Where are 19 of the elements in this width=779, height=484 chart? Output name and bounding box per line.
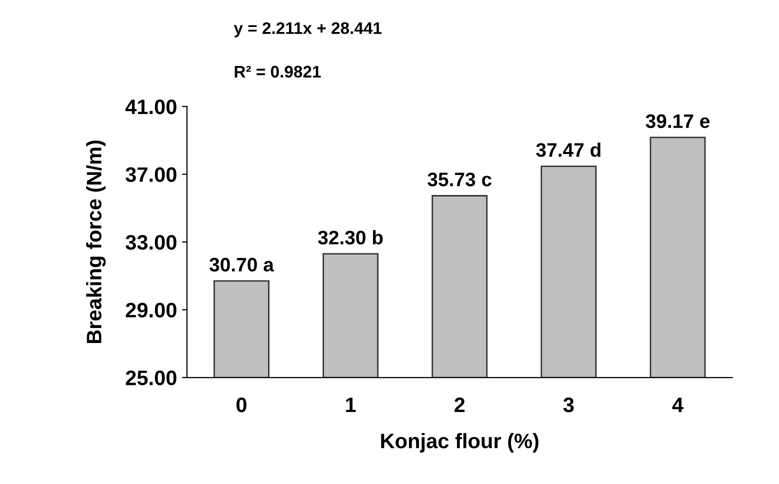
data-label: 35.73 c xyxy=(428,172,492,186)
text: y = 2.211x + 28.441 xyxy=(234,22,382,38)
text: R² = 0.9821 xyxy=(234,66,321,78)
y-tick-label: 29.00 xyxy=(126,302,176,318)
x-axis-title: Konjac flour (%) xyxy=(381,433,538,452)
x-tick-label: 4 xyxy=(672,398,684,412)
data-label: 32.30 b xyxy=(318,230,383,244)
y-axis-title: Breaking force (N/m) xyxy=(86,140,106,344)
data-label: 39.17 e xyxy=(646,114,710,128)
x-tick-label: 3 xyxy=(563,398,574,412)
y-tick-label: 37.00 xyxy=(126,167,176,182)
data-label: 37.47 d xyxy=(536,142,600,157)
y-tick-label: 33.00 xyxy=(126,235,176,250)
y-tick-label: 41.00 xyxy=(125,99,176,114)
data-label: 30.70 a xyxy=(210,258,274,272)
x-tick-label: 0 xyxy=(236,398,246,412)
x-tick-label: 2 xyxy=(454,398,465,412)
y-tick-label: 25.00 xyxy=(126,370,176,386)
x-tick-label: 1 xyxy=(346,398,356,412)
